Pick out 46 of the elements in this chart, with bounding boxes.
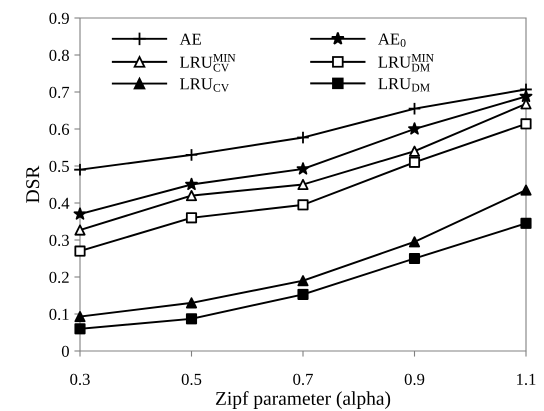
y-tick-label: 0	[62, 346, 69, 357]
y-tick-label: 0.2	[49, 272, 69, 284]
legend-label: LRU$_{CV}$	[180, 78, 230, 92]
point	[74, 246, 86, 257]
y-tick-label: 0.5	[49, 160, 69, 172]
legend-label: AE	[180, 34, 201, 45]
point	[297, 178, 309, 190]
point	[408, 252, 420, 264]
point	[186, 212, 198, 224]
x-tick-label: 0.9	[404, 374, 424, 386]
point	[74, 224, 86, 236]
point	[408, 146, 420, 157]
point	[73, 162, 87, 176]
x-axis-title: Zipf parameter (alpha)	[216, 391, 390, 409]
point	[297, 288, 309, 300]
y-tick-label: 0.1	[49, 308, 69, 320]
y-tick-label: 0.7	[49, 86, 70, 98]
point	[408, 102, 422, 116]
point	[297, 199, 309, 210]
point	[186, 297, 198, 308]
point	[408, 236, 420, 248]
y-tick-label: 0.6	[49, 124, 70, 136]
y-tick-label: 0.9	[49, 12, 69, 24]
point	[296, 130, 310, 144]
x-tick-label: 0.5	[182, 374, 202, 386]
point	[520, 184, 532, 196]
point	[74, 311, 86, 322]
point	[186, 190, 198, 202]
y-axis-title: DSR	[26, 166, 40, 203]
x-tick-label: 1.1	[517, 374, 536, 386]
legend-label: AE$_{0}$	[378, 34, 406, 47]
point	[184, 148, 198, 162]
point	[408, 156, 420, 168]
y-tick-label: 0.4	[49, 198, 70, 210]
x-tick-label: 0.3	[70, 374, 90, 386]
point	[297, 275, 309, 286]
x-tick-label: 0.7	[293, 374, 313, 386]
point	[186, 313, 198, 324]
legend-label: LRU$_{DM}$	[378, 78, 430, 92]
point	[520, 218, 532, 229]
point	[74, 323, 86, 334]
legend-label: LRU$^{MIN}$$_{DM}$	[378, 54, 434, 72]
y-tick-label: 0.8	[49, 50, 69, 62]
legend-label: LRU$^{MIN}$$_{CV}$	[180, 54, 236, 72]
y-tick-label: 0.3	[49, 234, 69, 246]
point	[520, 118, 532, 130]
